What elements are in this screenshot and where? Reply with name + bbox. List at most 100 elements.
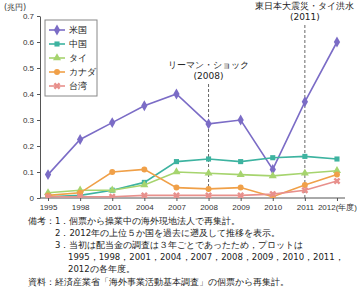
y-tick-label: 0.5 (23, 64, 35, 73)
series-marker (77, 134, 83, 145)
y-tick: 0.3 (23, 116, 40, 125)
series-marker (45, 169, 51, 180)
series-marker (238, 185, 244, 191)
annotation-text: (2011) (290, 12, 320, 22)
y-axis-title: (兆円) (4, 3, 26, 12)
legend-label: 中国 (69, 39, 87, 49)
y-tick-mark (37, 68, 40, 69)
notes: 備考：1．個票から操業中の海外現地法人で再集計。2．2012年の上位５か国を過去… (28, 216, 344, 287)
series-marker (301, 169, 309, 176)
legend-marker (54, 25, 60, 36)
legend-marker (52, 81, 62, 91)
legend-marker (54, 41, 59, 46)
x-tick: 2008 (200, 198, 218, 212)
x-tick-mark (112, 198, 113, 201)
legend-marker (53, 53, 61, 60)
x-tick: 2012(年度) (318, 198, 357, 212)
series-marker (174, 159, 179, 164)
x-tick-label: 2008 (200, 203, 218, 212)
series-line (48, 169, 337, 196)
y-tick-mark (37, 198, 40, 199)
series-marker (237, 170, 245, 177)
y-tick-mark (37, 42, 40, 43)
series-marker (334, 172, 340, 178)
legend-marker (54, 69, 60, 75)
series-line (48, 156, 337, 196)
annotation-text: 東日本大震災・タイ洪水 (255, 1, 354, 11)
x-tick: 2004 (136, 198, 154, 212)
series-marker (270, 155, 275, 160)
series-marker (171, 190, 181, 198)
source-text: 資料：経済産業省「海外事業活動基本調査」の個票から再集計。 (28, 277, 289, 287)
x-tick-mark (176, 198, 177, 201)
x-tick-label: 1995 (40, 203, 58, 212)
series-marker (302, 154, 307, 159)
x-tick: 1998 (72, 198, 90, 212)
y-tick-mark (37, 16, 40, 17)
series-marker (334, 156, 339, 161)
x-axis-line (40, 198, 345, 199)
x-tick-mark (144, 198, 145, 201)
note-text: 1．個票から操業中の海外現地法人で再集計。 (55, 216, 240, 226)
x-tick-mark (80, 198, 81, 201)
y-tick: 0.2 (23, 142, 40, 151)
x-tick-mark (305, 198, 306, 201)
series-marker (302, 182, 308, 188)
x-tick: 1995 (40, 198, 58, 212)
y-tick-label: 0.2 (23, 142, 35, 151)
y-tick: 0 (30, 194, 40, 203)
x-tick-mark (273, 198, 274, 201)
series-marker (139, 190, 149, 198)
y-tick: 0.1 (23, 168, 40, 177)
series-marker (140, 180, 148, 187)
y-tick-label: 0.3 (23, 116, 35, 125)
x-tick-mark (209, 198, 210, 201)
series-marker (109, 117, 115, 128)
series-marker (173, 89, 179, 100)
notes-label: 備考： (28, 216, 55, 226)
annotation-line (208, 84, 209, 198)
y-tick-label: 0.7 (23, 12, 35, 21)
series-marker (238, 159, 243, 164)
series-marker (269, 171, 277, 178)
annotations: リーマン・ショック(2008) 東日本大震災・タイ洪水(2011) (168, 1, 354, 198)
legend-box (45, 20, 97, 96)
series-marker (235, 190, 245, 198)
x-axis: 1995199820012004200720082009201020112012… (40, 198, 358, 212)
x-tick-label: 1998 (72, 203, 90, 212)
series-line (48, 181, 337, 197)
series-marker (141, 166, 147, 172)
x-tick-label: 2001 (104, 203, 122, 212)
x-tick-mark (48, 198, 49, 201)
annotation-text: (2008) (194, 71, 224, 81)
y-tick-mark (37, 172, 40, 173)
legend: 米国中国タイカナダ台湾 (45, 20, 97, 96)
x-tick: 2010 (264, 198, 282, 212)
series-marker (206, 186, 212, 192)
y-tick: 0.6 (23, 38, 40, 47)
series-marker (75, 192, 85, 198)
legend-label: タイ (69, 53, 87, 63)
y-tick: 0.7 (23, 12, 40, 21)
y-tick: 0.4 (23, 90, 40, 99)
chart: 0 0.1 0.2 0.3 0.4 0.5 0.6 0.7 1995 1998 2001 2004 20… (0, 0, 360, 300)
x-tick-label: 2004 (136, 203, 154, 212)
y-tick-label: 0.4 (23, 90, 35, 99)
series-marker (268, 189, 278, 198)
x-tick: 2001 (104, 198, 122, 212)
series-marker (205, 118, 211, 129)
legend-label: 台湾 (69, 81, 87, 91)
legend-label: 米国 (69, 25, 87, 35)
series-marker (238, 115, 244, 126)
x-tick: 2007 (168, 198, 186, 212)
x-tick-mark (337, 198, 338, 201)
series-marker (205, 169, 213, 176)
series-marker (302, 96, 308, 107)
y-tick-label: 0.6 (23, 38, 35, 47)
x-tick-label: 2011 (297, 203, 315, 212)
note-text: 3．当初は配当金の調査は３年ごとであったため，プロットは (55, 240, 303, 250)
annotation-text: リーマン・ショック (168, 60, 249, 70)
x-tick-label: 2010 (264, 203, 282, 212)
y-tick-mark (37, 120, 40, 121)
x-tick-mark (241, 198, 242, 201)
